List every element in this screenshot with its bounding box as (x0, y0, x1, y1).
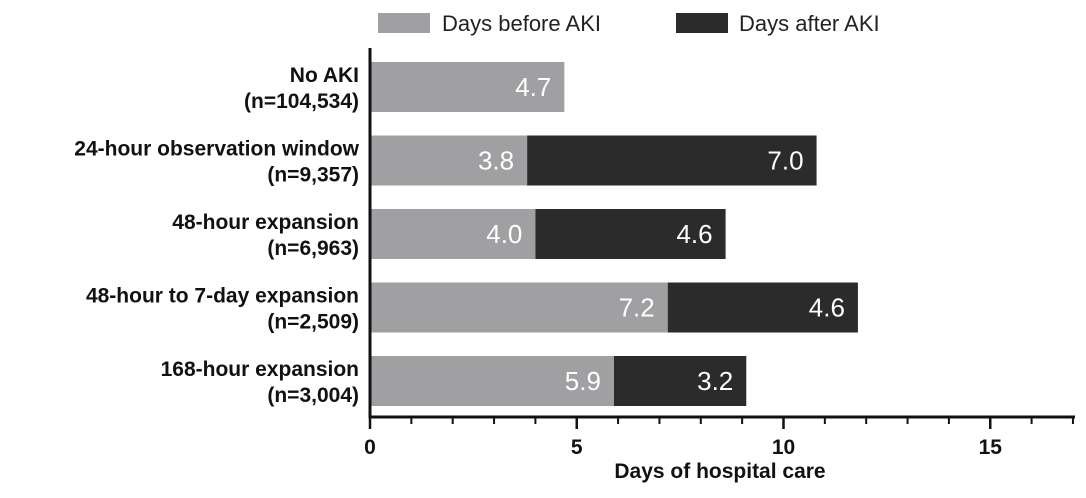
legend-swatch (676, 13, 728, 33)
bar-segment (370, 282, 668, 333)
x-tick-label: 0 (364, 436, 376, 459)
legend: Days before AKI Days after AKI (378, 11, 880, 36)
category-sample-size: (n=6,963) (267, 237, 359, 260)
bar-segment (370, 356, 614, 406)
category-label: 48-hour expansion (172, 211, 359, 234)
x-tick-label: 15 (979, 436, 1003, 459)
bar-segment (527, 135, 817, 186)
category-sample-size: (n=2,509) (267, 311, 359, 334)
bar-segment (613, 356, 747, 406)
bars: 4.7 3.8 7.0 4.0 4.6 7.2 4.6 5.9 3.2 (370, 62, 858, 406)
bar-value-label: 7.0 (767, 146, 803, 176)
bar-value-label: 3.2 (697, 366, 733, 396)
bar-segment (370, 209, 536, 259)
category-label: 24-hour observation window (74, 138, 359, 161)
bar-segment (370, 62, 565, 112)
x-tick-label: 5 (571, 436, 583, 459)
bar-segment (370, 135, 528, 186)
bar-value-label: 4.0 (486, 219, 522, 249)
legend-swatch (378, 13, 430, 33)
category-label: 168-hour expansion (161, 358, 359, 381)
legend-label: Days before AKI (442, 11, 601, 36)
category-sample-size: (n=3,004) (267, 384, 359, 407)
category-sample-size: (n=9,357) (267, 164, 359, 187)
bar-value-label: 3.8 (478, 146, 514, 176)
bar-value-label: 5.9 (565, 366, 601, 396)
x-axis-title: Days of hospital care (614, 460, 825, 483)
category-label: 48-hour to 7-day expansion (86, 285, 359, 308)
bar-value-label: 7.2 (619, 293, 655, 323)
bar-segment (535, 209, 726, 259)
bar-value-label: 4.6 (676, 219, 712, 249)
bar-value-label: 4.6 (809, 293, 845, 323)
legend-label: Days after AKI (739, 11, 880, 36)
category-sample-size: (n=104,534) (244, 90, 359, 113)
bar-segment (667, 282, 858, 333)
axes: 0 5 10 15 (364, 48, 1075, 459)
bar-value-label: 4.7 (515, 72, 551, 102)
category-labels: No AKI (n=104,534) 24-hour observation win… (74, 64, 359, 407)
category-label: No AKI (290, 64, 359, 87)
x-tick-label: 10 (772, 436, 795, 459)
